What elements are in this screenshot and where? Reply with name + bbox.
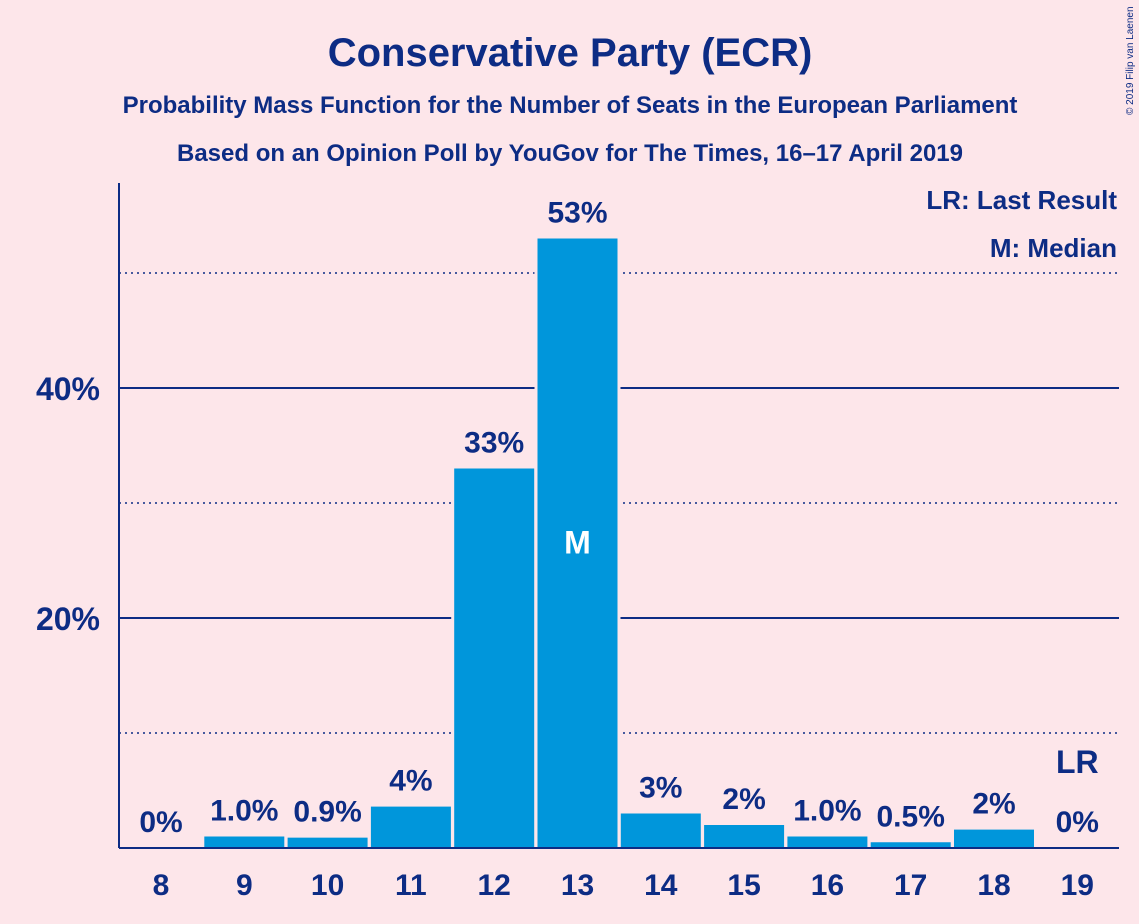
bar-14 — [620, 813, 701, 848]
value-label-8: 0% — [139, 806, 182, 839]
bars — [201, 237, 1037, 848]
value-label-14: 3% — [639, 772, 682, 805]
x-tick-19: 19 — [1061, 869, 1094, 902]
x-tick-17: 17 — [894, 869, 927, 902]
x-tick-16: 16 — [811, 869, 844, 902]
bar-labels: 0% 8 1.0% 9 0.9% 10 4% 11 33% 12 53% 13 3% 14 2% 15 1.0%… — [139, 197, 1099, 902]
value-label-9: 1.0% — [210, 795, 278, 828]
x-tick-10: 10 — [311, 869, 344, 902]
chart-title: Conservative Party (ECR) — [328, 31, 813, 75]
copyright-note: © 2019 Filip van Laenen — [1125, 6, 1136, 115]
value-label-18: 2% — [972, 788, 1015, 821]
x-tick-8: 8 — [153, 869, 170, 902]
last-result-marker: LR — [1056, 744, 1099, 780]
bar-9 — [204, 836, 285, 848]
bar-18 — [954, 829, 1034, 848]
x-tick-13: 13 — [561, 869, 594, 902]
value-label-15: 2% — [722, 783, 765, 816]
chart-subtitle-1: Probability Mass Function for the Number… — [123, 92, 1018, 119]
legend-median: M: Median — [990, 233, 1117, 263]
legend-last-result: LR: Last Result — [926, 185, 1117, 215]
value-label-11: 4% — [389, 765, 432, 798]
bar-16 — [787, 836, 868, 848]
y-tick-40: 40% — [36, 371, 100, 407]
x-tick-18: 18 — [977, 869, 1010, 902]
x-tick-11: 11 — [395, 869, 427, 902]
x-tick-14: 14 — [644, 869, 678, 902]
value-label-19: 0% — [1056, 806, 1099, 839]
value-label-17: 0.5% — [877, 800, 945, 833]
x-tick-12: 12 — [478, 869, 511, 902]
bar-11 — [370, 806, 451, 848]
value-label-13: 53% — [547, 197, 607, 230]
bar-15 — [704, 825, 785, 848]
median-marker: M — [564, 524, 591, 560]
x-tick-9: 9 — [236, 869, 253, 902]
chart-subtitle-2: Based on an Opinion Poll by YouGov for T… — [177, 140, 963, 167]
x-tick-15: 15 — [727, 869, 760, 902]
value-label-12: 33% — [464, 427, 524, 460]
bar-12 — [454, 468, 535, 848]
value-label-16: 1.0% — [793, 795, 861, 828]
bar-13 — [537, 238, 618, 848]
bar-10 — [287, 837, 368, 848]
bar-17 — [870, 842, 951, 848]
value-label-10: 0.9% — [293, 796, 361, 829]
y-tick-20: 20% — [36, 601, 100, 637]
axes: 20% 40% — [36, 183, 1119, 849]
